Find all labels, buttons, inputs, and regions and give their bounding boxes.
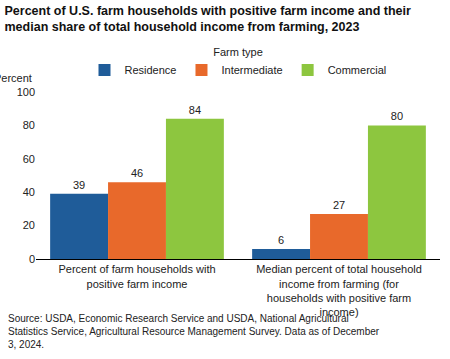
svg-text:Commercial: Commercial bbox=[328, 64, 387, 76]
svg-text:Percent: Percent bbox=[0, 72, 32, 84]
svg-text:6: 6 bbox=[278, 234, 284, 246]
svg-text:Residence: Residence bbox=[125, 64, 177, 76]
svg-text:80: 80 bbox=[391, 110, 403, 122]
svg-text:Source: USDA, Economic Researc: Source: USDA, Economic Research Service … bbox=[8, 313, 380, 350]
svg-text:40: 40 bbox=[23, 186, 35, 198]
svg-text:100: 100 bbox=[17, 86, 35, 98]
svg-text:Farm type: Farm type bbox=[213, 46, 263, 58]
svg-text:Percent of farm households wit: Percent of farm households withpositive … bbox=[58, 263, 215, 289]
svg-text:20: 20 bbox=[23, 219, 35, 231]
svg-text:Intermediate: Intermediate bbox=[221, 64, 282, 76]
svg-text:39: 39 bbox=[73, 179, 85, 191]
svg-text:46: 46 bbox=[131, 167, 143, 179]
svg-text:80: 80 bbox=[23, 119, 35, 131]
svg-text:84: 84 bbox=[189, 104, 201, 116]
svg-text:Median percent of total househ: Median percent of total householdincome … bbox=[256, 263, 422, 318]
svg-text:0: 0 bbox=[29, 253, 35, 265]
svg-text:Percent of U.S. farm household: Percent of U.S. farm households with pos… bbox=[5, 4, 411, 34]
svg-text:60: 60 bbox=[23, 153, 35, 165]
svg-text:27: 27 bbox=[333, 199, 345, 211]
